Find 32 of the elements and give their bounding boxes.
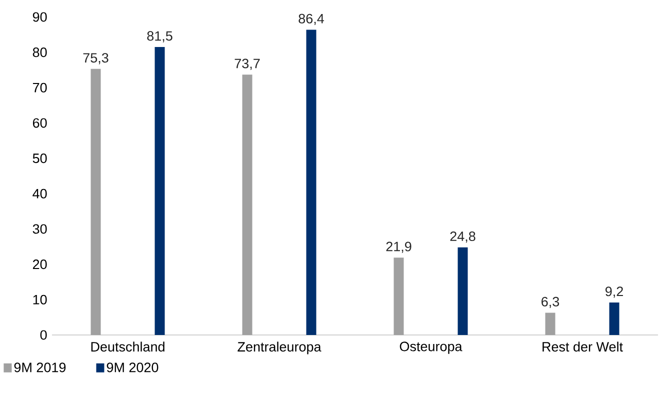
y-tick-label: 20 [32, 260, 47, 270]
x-tick-label: Zentraleuropa [238, 342, 322, 354]
y-tick-label: 60 [32, 118, 47, 128]
y-tick-label: 10 [33, 294, 47, 304]
bar [458, 247, 468, 335]
y-tick-label: 40 [32, 188, 47, 198]
bar [545, 312, 556, 335]
bar [154, 47, 165, 335]
y-tick-label: 80 [32, 48, 47, 58]
x-tick-label: Rest der Welt [542, 342, 623, 352]
bar [242, 74, 252, 335]
bar [609, 302, 620, 335]
bar [394, 258, 404, 335]
x-tick-label: Osteuropa [400, 342, 462, 354]
data-label: 73,7 [234, 58, 260, 70]
x-tick-label: Deutschland [91, 342, 164, 352]
bar [90, 68, 101, 335]
y-tick-label: 0 [40, 330, 47, 340]
data-label: 21,9 [386, 242, 412, 253]
data-label: 81,5 [147, 31, 172, 42]
legend-label: 9M 2019 [14, 362, 66, 372]
data-label: 9,2 [605, 286, 623, 298]
data-label: 6,3 [542, 296, 560, 308]
y-tick-label: 70 [32, 82, 47, 92]
legend-label: 9M 2020 [106, 362, 158, 372]
data-label: 75,3 [83, 53, 108, 64]
data-label: 86,4 [298, 14, 324, 26]
y-tick-label: 30 [32, 224, 47, 234]
y-tick-label: 50 [32, 154, 47, 164]
bar [306, 30, 316, 335]
y-tick-label: 90 [32, 12, 47, 22]
data-label: 24,8 [450, 232, 476, 243]
